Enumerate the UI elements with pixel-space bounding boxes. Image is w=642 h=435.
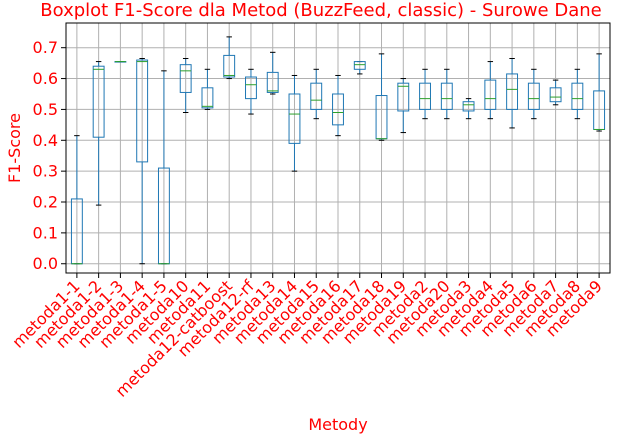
y-tick-label: 0.5	[33, 100, 58, 119]
y-tick-label: 0.2	[33, 193, 58, 212]
box-metoda1-4	[136, 57, 149, 265]
box-metoda17	[353, 61, 366, 75]
y-tick-label: 0.0	[33, 254, 58, 273]
iqr-box	[92, 65, 105, 138]
box-metoda7	[549, 79, 562, 106]
iqr-box	[332, 93, 344, 126]
y-tick-label: 0.6	[33, 69, 58, 88]
box-metoda1-2	[92, 61, 105, 206]
box-metoda10	[179, 57, 192, 114]
y-tick-label: 0.1	[33, 223, 58, 242]
iqr-box	[571, 82, 584, 110]
box-metoda14	[288, 74, 301, 172]
box-metoda11	[201, 68, 214, 110]
iqr-box	[310, 82, 323, 110]
box-metoda3	[462, 98, 475, 120]
box-metoda1-3	[114, 61, 127, 63]
iqr-box	[462, 101, 475, 112]
box-metoda1-1	[70, 135, 83, 265]
y-tick-label: 0.4	[33, 131, 58, 150]
iqr-box	[201, 87, 214, 109]
box-metoda8	[571, 68, 584, 120]
box-metoda20	[440, 68, 453, 120]
y-tick-label: 0.7	[33, 38, 58, 57]
box-metoda2	[419, 68, 431, 120]
iqr-box	[353, 61, 366, 70]
box-metoda1-5	[157, 70, 170, 265]
box-series	[70, 36, 606, 265]
iqr-box	[223, 54, 236, 78]
box-metoda12-catboost	[223, 36, 236, 80]
iqr-box	[527, 82, 540, 110]
iqr-box	[549, 87, 562, 103]
iqr-box	[288, 93, 301, 144]
box-metoda16	[332, 74, 344, 137]
y-tick-label: 0.3	[33, 162, 58, 181]
box-metoda12-rf	[245, 68, 257, 115]
chart-title: Boxplot F1-Score dla Metod (BuzzFeed, cl…	[40, 0, 601, 21]
box-metoda4	[484, 61, 497, 120]
box-metoda9	[593, 53, 606, 132]
iqr-box	[419, 82, 431, 110]
iqr-box	[136, 59, 149, 163]
box-metoda15	[310, 68, 323, 120]
iqr-box	[484, 79, 497, 110]
x-axis-label: Metody	[308, 415, 367, 434]
iqr-box	[506, 73, 519, 110]
iqr-box	[245, 76, 257, 100]
box-metoda18	[375, 53, 388, 141]
box-metoda19	[397, 78, 410, 134]
box-metoda5	[506, 57, 519, 129]
box-metoda6	[527, 68, 540, 120]
box-metoda13	[266, 51, 279, 95]
iqr-box	[179, 64, 192, 93]
y-axis-ticks: 0.0 0.1 0.2 0.3 0.4 0.5 0.6 0.7	[33, 38, 66, 273]
iqr-box	[266, 71, 279, 93]
y-axis-label: F1-Score	[5, 113, 24, 183]
iqr-box	[440, 82, 453, 110]
iqr-box	[397, 82, 410, 112]
